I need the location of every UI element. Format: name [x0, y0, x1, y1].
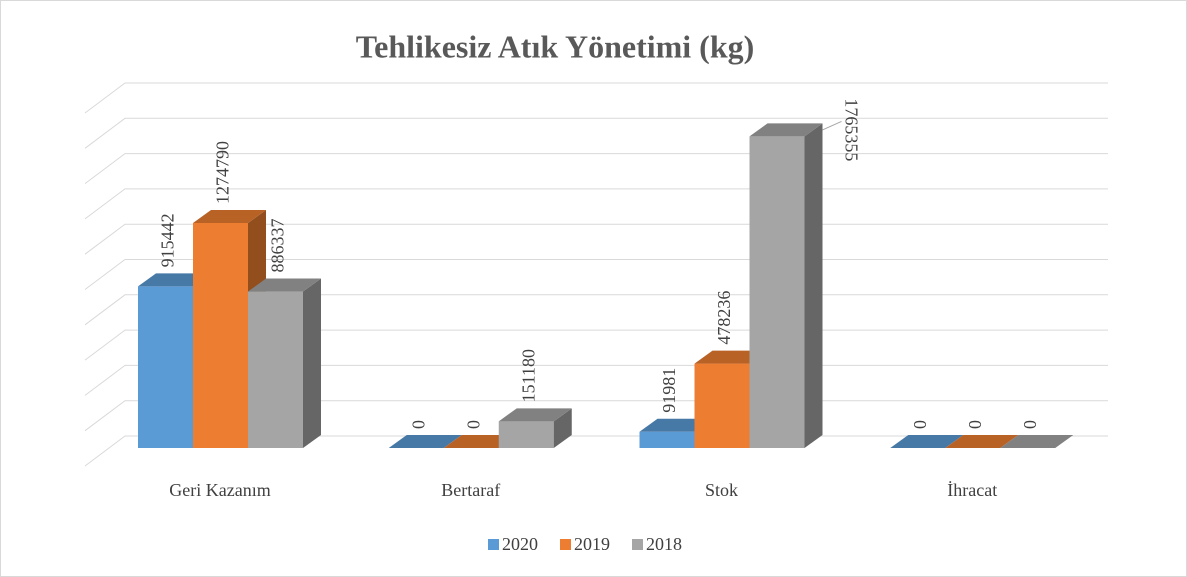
bar-top [388, 435, 462, 448]
bar [945, 435, 1019, 448]
x-tick-label: İhracat [947, 480, 997, 500]
legend-swatch [560, 539, 571, 550]
bar [890, 435, 964, 448]
legend-label: 2018 [646, 534, 682, 554]
leader-line [822, 120, 842, 131]
chart-title: Tehlikesiz Atık Yönetimi (kg) [356, 28, 755, 64]
value-label: 0 [910, 420, 930, 429]
bar-front [498, 421, 554, 448]
value-label: 1274790 [213, 141, 233, 204]
bar-top [443, 435, 517, 448]
bar-top [1000, 435, 1074, 448]
bar-top [193, 209, 266, 223]
legend-label: 2019 [574, 534, 610, 554]
bar-top [639, 418, 713, 432]
value-label: 151180 [518, 349, 538, 402]
bar-top [248, 278, 321, 292]
legend-swatch [632, 539, 643, 550]
bar-side [804, 123, 823, 448]
value-label: 1765355 [841, 98, 861, 161]
value-label: 0 [463, 420, 483, 429]
bar-side [303, 278, 321, 448]
bar-side [553, 408, 572, 448]
value-label: 886337 [268, 219, 288, 273]
legend-label: 2020 [502, 534, 538, 554]
bar-front [138, 286, 193, 448]
bar-top [498, 408, 572, 422]
bar-front [193, 222, 248, 448]
x-tick-label: Stok [705, 480, 738, 500]
bar-top [138, 273, 211, 287]
bar [749, 123, 823, 448]
bar [1000, 435, 1074, 448]
bar [443, 435, 517, 448]
value-label: 0 [965, 420, 985, 429]
bar [388, 435, 462, 448]
value-label: 478236 [714, 291, 734, 345]
x-tick-label: Geri Kazanım [169, 480, 270, 500]
grid-line [84, 117, 1108, 149]
bar [498, 408, 572, 448]
bar-top [945, 435, 1019, 448]
bar-top [749, 123, 823, 137]
bar-front [694, 363, 750, 448]
legend-swatch [488, 539, 499, 550]
bar [248, 278, 321, 448]
grid-line [84, 82, 1108, 114]
value-label: 0 [1020, 420, 1040, 429]
value-label: 0 [408, 420, 428, 429]
bar-front [749, 136, 805, 448]
bar-top [694, 350, 768, 364]
x-tick-label: Bertaraf [441, 480, 500, 500]
value-label: 915442 [158, 213, 178, 267]
bar-front [639, 431, 695, 448]
bar [138, 273, 211, 448]
bar-top [890, 435, 964, 448]
bar-front [248, 291, 303, 448]
value-label: 91981 [659, 368, 679, 413]
